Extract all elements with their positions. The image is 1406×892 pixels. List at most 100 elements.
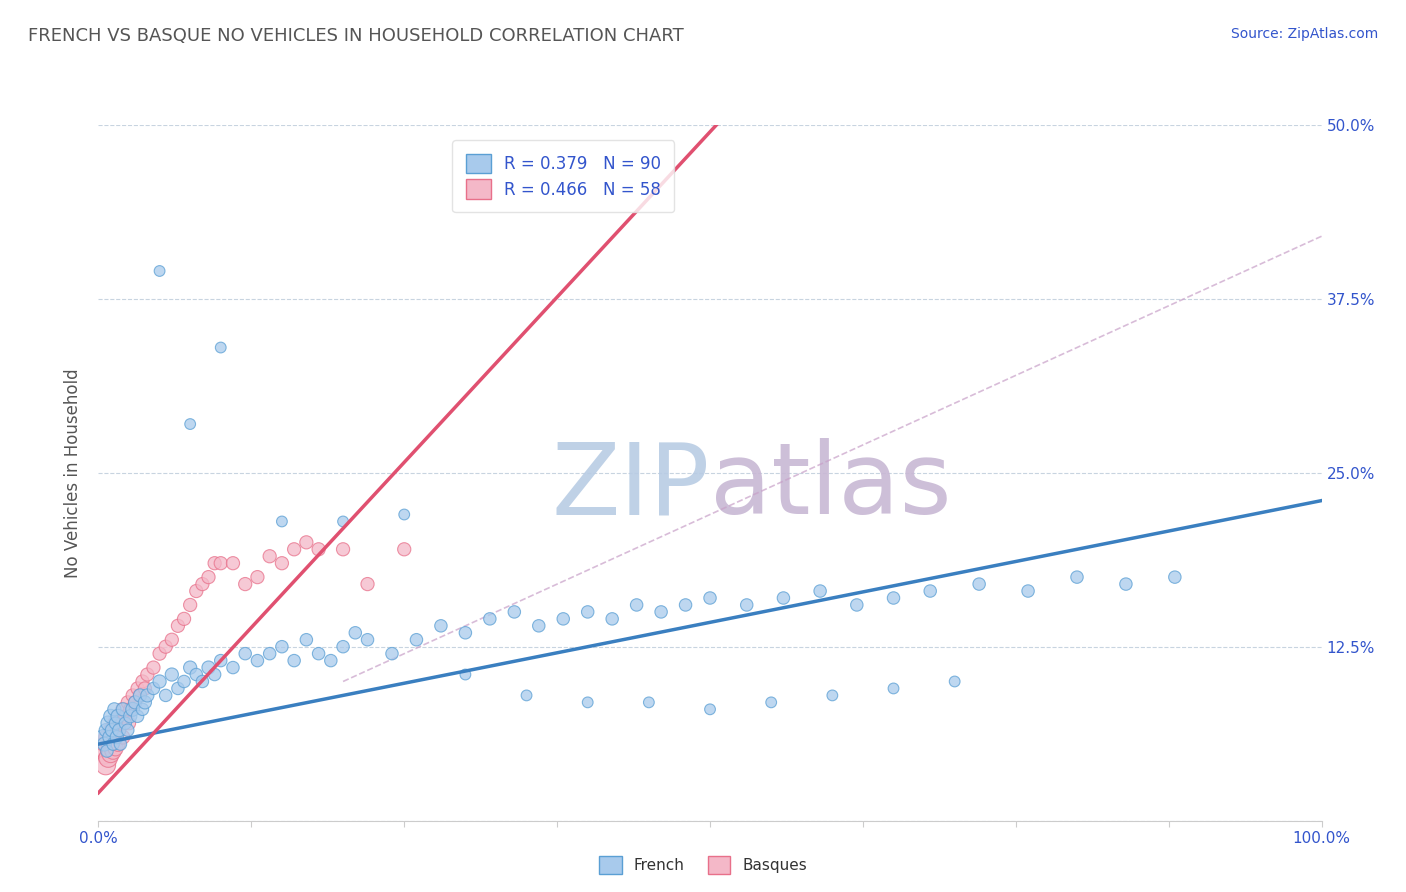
Point xyxy=(735,598,758,612)
Text: ZIP: ZIP xyxy=(551,438,710,535)
Point xyxy=(295,535,318,549)
Point xyxy=(131,702,153,716)
Point xyxy=(108,723,131,738)
Point xyxy=(107,737,129,751)
Point xyxy=(392,508,416,522)
Point xyxy=(454,625,477,640)
Point xyxy=(101,737,124,751)
Point xyxy=(91,744,114,758)
Point xyxy=(111,730,134,744)
Point xyxy=(308,647,330,661)
Point xyxy=(93,751,115,765)
Point xyxy=(107,709,129,723)
Point xyxy=(160,667,183,681)
Point xyxy=(134,695,156,709)
Point xyxy=(91,737,114,751)
Point xyxy=(191,674,214,689)
Point xyxy=(191,577,214,591)
Point xyxy=(149,264,172,278)
Point xyxy=(142,660,165,674)
Point xyxy=(129,689,152,703)
Point xyxy=(845,598,868,612)
Point xyxy=(259,549,281,564)
Point xyxy=(186,667,208,681)
Point xyxy=(222,556,245,570)
Point xyxy=(105,730,128,744)
Point xyxy=(160,632,183,647)
Point xyxy=(118,716,141,731)
Point xyxy=(1017,584,1039,599)
Point xyxy=(283,542,305,557)
Point xyxy=(117,723,139,738)
Point xyxy=(576,605,599,619)
Point xyxy=(638,695,661,709)
Point xyxy=(553,612,575,626)
Point xyxy=(98,730,121,744)
Point xyxy=(136,667,159,681)
Point xyxy=(93,737,115,751)
Point xyxy=(97,737,120,751)
Point xyxy=(142,681,165,696)
Point xyxy=(97,751,120,765)
Point xyxy=(108,723,131,738)
Legend: R = 0.379   N = 90, R = 0.466   N = 58: R = 0.379 N = 90, R = 0.466 N = 58 xyxy=(453,140,675,212)
Point xyxy=(134,681,156,696)
Point xyxy=(97,716,120,731)
Point xyxy=(270,556,294,570)
Text: Source: ZipAtlas.com: Source: ZipAtlas.com xyxy=(1230,27,1378,41)
Point xyxy=(197,570,219,584)
Point xyxy=(344,625,367,640)
Point xyxy=(173,612,195,626)
Point xyxy=(259,647,281,661)
Point xyxy=(121,702,143,716)
Point xyxy=(105,716,128,731)
Point xyxy=(308,542,330,557)
Point xyxy=(94,723,117,738)
Point xyxy=(650,605,672,619)
Point xyxy=(1066,570,1088,584)
Text: FRENCH VS BASQUE NO VEHICLES IN HOUSEHOLD CORRELATION CHART: FRENCH VS BASQUE NO VEHICLES IN HOUSEHOL… xyxy=(28,27,683,45)
Point xyxy=(94,730,117,744)
Point xyxy=(101,737,124,751)
Point xyxy=(124,695,146,709)
Point xyxy=(478,612,501,626)
Point xyxy=(98,730,121,744)
Point xyxy=(209,654,232,668)
Point xyxy=(100,723,122,738)
Point xyxy=(107,709,129,723)
Legend: French, Basques: French, Basques xyxy=(592,850,814,880)
Point xyxy=(319,654,342,668)
Point xyxy=(103,716,125,731)
Point xyxy=(821,689,844,703)
Point xyxy=(96,744,118,758)
Point xyxy=(104,716,127,731)
Point xyxy=(167,681,190,696)
Point xyxy=(381,647,404,661)
Point xyxy=(149,647,172,661)
Point xyxy=(808,584,831,599)
Point xyxy=(1115,577,1137,591)
Point xyxy=(883,591,905,605)
Point xyxy=(204,667,226,681)
Point xyxy=(270,515,294,529)
Point xyxy=(1164,570,1187,584)
Point xyxy=(104,723,127,738)
Point xyxy=(149,674,172,689)
Point xyxy=(675,598,697,612)
Point xyxy=(155,689,177,703)
Point xyxy=(111,702,134,716)
Point xyxy=(503,605,526,619)
Point xyxy=(332,542,354,557)
Point xyxy=(127,709,149,723)
Point xyxy=(131,674,153,689)
Point xyxy=(332,640,354,654)
Point xyxy=(173,674,195,689)
Point xyxy=(127,681,149,696)
Point xyxy=(117,695,139,709)
Point xyxy=(430,619,453,633)
Point xyxy=(120,709,142,723)
Point xyxy=(197,660,219,674)
Y-axis label: No Vehicles in Household: No Vehicles in Household xyxy=(65,368,83,578)
Point xyxy=(356,577,378,591)
Point xyxy=(155,640,177,654)
